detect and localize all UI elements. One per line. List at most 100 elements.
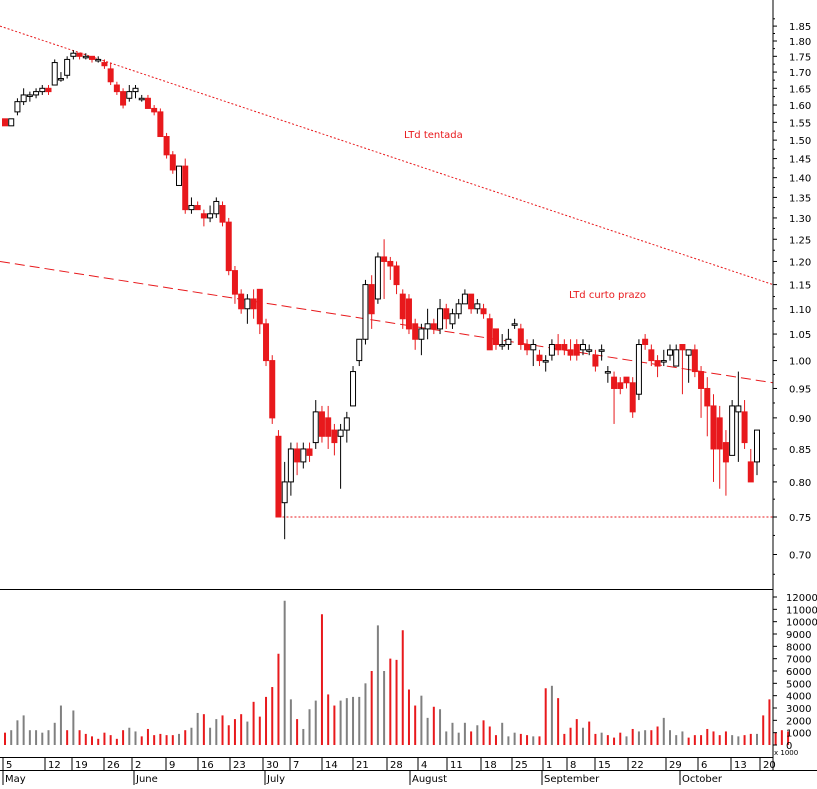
price-tick-label: 1.40	[789, 174, 811, 185]
candle-body	[219, 205, 226, 223]
month-label: July	[266, 774, 285, 785]
candle-body	[735, 405, 742, 413]
axis-frame-layer	[0, 0, 817, 771]
candle-body	[598, 349, 605, 352]
candle-body	[20, 94, 27, 103]
candle-body	[567, 349, 574, 356]
price-tick-label: 1.60	[789, 101, 811, 112]
candle-body	[343, 417, 350, 431]
candle-body	[120, 91, 127, 106]
candle-body	[194, 205, 201, 211]
candle-body	[648, 349, 655, 362]
candle-body	[138, 97, 145, 101]
candle-body	[39, 87, 46, 93]
candle-body	[629, 382, 636, 413]
volume-tick-label: 0	[786, 741, 792, 752]
candle-body	[8, 118, 15, 127]
price-tick-label: 1.30	[789, 214, 811, 225]
candle-body	[387, 260, 394, 267]
date-tick-label: 5	[6, 760, 12, 771]
candle-body	[176, 165, 183, 186]
date-tick-label: 2	[135, 760, 141, 771]
candle-body	[754, 429, 760, 463]
price-axis-labels: 1.85 1.80 1.75 1.70 1.65 1.60 1.55 1.50 1.45 1.40…	[773, 18, 811, 575]
candle-body	[368, 284, 375, 315]
candle-body	[405, 298, 412, 330]
volume-tick-label: 11000	[786, 605, 817, 616]
date-tick-label: 23	[233, 760, 246, 771]
price-tick-label: 1.55	[789, 118, 811, 129]
price-tick-label: 1.45	[789, 155, 811, 166]
date-tick-label: 18	[484, 760, 497, 771]
candle-body	[362, 284, 369, 340]
candle-body	[113, 84, 120, 93]
candle-body	[393, 265, 400, 286]
candle-body	[492, 328, 499, 346]
candle-body	[306, 448, 313, 456]
candle-body	[107, 68, 114, 83]
candle-body	[611, 376, 618, 389]
price-tick-label: 0.70	[789, 551, 811, 562]
candle-body	[536, 354, 543, 362]
candle-body	[505, 338, 512, 346]
date-axis-labels: 5 12 19 26 2 9 16 23 30 7 14 21 28 4 11 18 25 1 8 15 22 29 6 13…	[2, 757, 776, 771]
candle-body	[95, 58, 102, 62]
candle-body	[294, 448, 301, 463]
candle-body	[101, 62, 108, 67]
candle-body	[604, 371, 611, 374]
candle-body	[530, 344, 537, 351]
candle-body	[2, 118, 8, 127]
candle-body	[64, 58, 71, 76]
date-tick-label: 6	[701, 760, 707, 771]
candle-body	[654, 360, 661, 367]
volume-tick-label: 12000	[786, 593, 817, 604]
candle-body	[623, 376, 630, 384]
price-tick-label: 1.00	[789, 357, 811, 368]
candle-body	[722, 442, 729, 463]
price-tick-label: 1.80	[789, 37, 811, 48]
candle-body	[269, 360, 276, 419]
candle-body	[579, 344, 586, 351]
date-tick-label: 9	[169, 760, 175, 771]
candlestick-layer	[2, 50, 760, 540]
candle-body	[312, 411, 319, 444]
candle-body	[617, 382, 624, 389]
candle-body	[275, 435, 282, 518]
volume-tick-label: 2000	[786, 716, 811, 727]
candle-body	[281, 481, 288, 504]
candle-body	[399, 293, 406, 320]
candle-body	[356, 338, 363, 362]
candle-body	[592, 354, 599, 367]
candle-body	[468, 293, 475, 310]
trendline-ltd-curto-prazo	[0, 260, 774, 384]
annotation-ltd-tentada: LTd tentada	[404, 130, 463, 141]
date-tick-label: 12	[48, 760, 61, 771]
candle-body	[542, 360, 549, 363]
price-tick-label: 0.75	[789, 513, 811, 524]
date-tick-label: 21	[356, 760, 369, 771]
candle-body	[325, 417, 332, 437]
trendline-ltd-tentada	[0, 25, 774, 286]
date-tick-label: 26	[107, 760, 120, 771]
month-label: September	[544, 774, 600, 785]
candle-body	[144, 97, 151, 109]
candle-body	[635, 344, 642, 395]
price-tick-label: 0.90	[789, 414, 811, 425]
date-tick-label: 25	[515, 760, 528, 771]
candle-body	[679, 344, 686, 351]
candle-body	[89, 55, 96, 60]
volume-tick-label: 10000	[786, 618, 817, 629]
candle-body	[250, 298, 257, 310]
candle-body	[337, 429, 344, 437]
candle-body	[163, 136, 170, 156]
candle-body	[318, 411, 325, 437]
candle-body	[207, 213, 214, 219]
candle-body	[418, 328, 425, 340]
candle-body	[486, 318, 493, 351]
candle-body	[642, 338, 649, 346]
candle-body	[685, 349, 692, 356]
price-tick-label: 0.85	[789, 445, 811, 456]
candle-body	[225, 221, 232, 272]
candle-body	[213, 200, 220, 215]
